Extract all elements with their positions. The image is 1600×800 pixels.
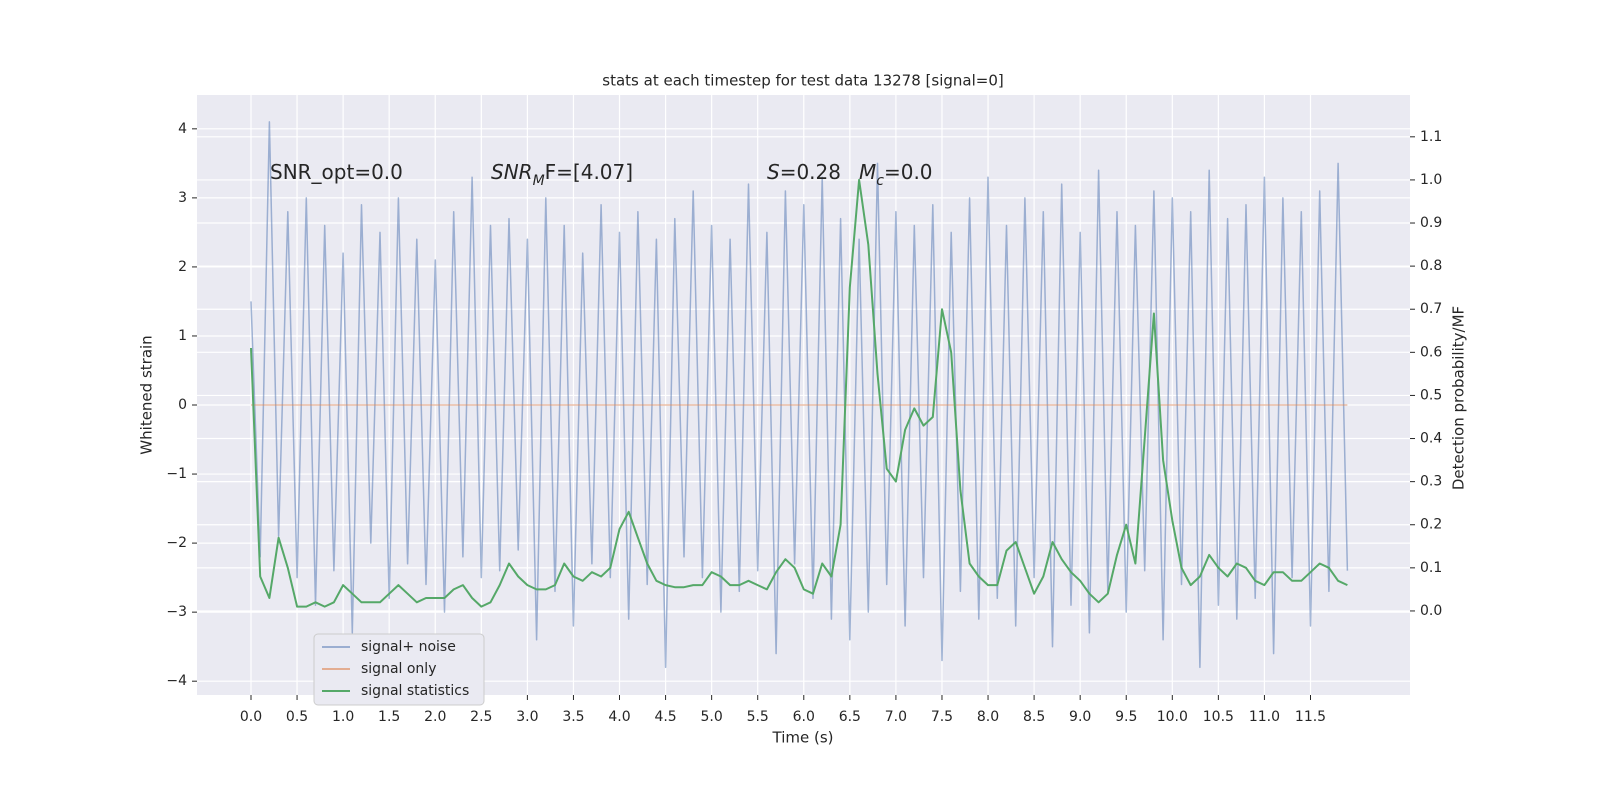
marks [250,121,1349,669]
annotation-part: SNR [491,160,533,184]
annotation-part: F=[4.07] [545,160,633,184]
annotation-part: M [859,160,876,184]
chart-title: stats at each timestep for test data 132… [602,72,1003,90]
x-tick-label: 1.5 [378,709,400,725]
annotation-part: S [767,160,780,184]
x-tick-label: 3.5 [562,709,584,725]
legend-label: signal only [361,661,436,677]
series-line [250,121,1349,669]
annotation: Mc=0.0 [859,160,933,190]
x-tick-label: 6.5 [839,709,861,725]
y2-tick-label: 0.4 [1420,431,1442,447]
x-tick-label: 11.5 [1295,709,1326,725]
y2-tick-label: 0.3 [1420,474,1442,490]
x-tick-label: 2.5 [470,709,492,725]
labels: 0.0 0.5 1.0 1.5 2.0 2.5 3.0 3.5 4.0 4.5 5.0 5.5 6.0 6… [166,121,1442,725]
annotation-part: SNR_opt=0.0 [270,160,403,184]
x-tick-label: 8.0 [977,709,999,725]
y-axis-label: Whitened strain [138,335,156,454]
x-tick-label: 10.5 [1203,709,1234,725]
annotation-part: c [876,173,884,189]
y2-tick-label: 1.1 [1420,129,1442,145]
x-tick-label: 1.0 [332,709,354,725]
annotation-part: =0.0 [884,160,933,184]
y2-tick-label: 0.1 [1420,560,1442,576]
x-tick-label: 7.5 [931,709,953,725]
annotation-part: M [533,173,545,189]
x-tick-label: 5.0 [701,709,723,725]
y-tick-label: −3 [166,604,187,620]
annotation-part: =0.28 [780,160,841,184]
legend-label: signal+ noise [361,639,456,655]
x-tick-label: 0.5 [286,709,308,725]
y2-tick-label: 0.8 [1420,258,1442,274]
x-tick-label: 11.0 [1249,709,1280,725]
x-tick-label: 8.5 [1023,709,1045,725]
y-tick-label: 3 [178,190,187,206]
x-tick-label: 10.0 [1157,709,1188,725]
legend-box [313,633,485,706]
y2-tick-label: 0.7 [1420,301,1442,317]
x-tick-label: 6.0 [793,709,815,725]
annotation: SNRMF=[4.07] [491,160,633,190]
x-tick-label: 9.0 [1069,709,1091,725]
y2-tick-label: 0.5 [1420,387,1442,403]
x-tick-label: 2.0 [424,709,446,725]
y2-tick-label: 0.2 [1420,517,1442,533]
x-tick-label: 9.5 [1115,709,1137,725]
y2-tick-label: 0.6 [1420,344,1442,360]
annotation: SNR_opt=0.0 [270,160,403,184]
annotation: S=0.28 [767,160,841,184]
x-tick-label: 4.0 [608,709,630,725]
y2-tick-label: 0.9 [1420,215,1442,231]
series-line [250,178,1348,608]
y2-axis-label: Detection probability/MF [1450,306,1468,490]
x-tick-label: 4.5 [654,709,676,725]
y2-tick-label: 0.0 [1420,603,1442,619]
y2-tick-label: 1.0 [1420,172,1442,188]
y-tick-label: −4 [166,673,187,689]
y-tick-label: 0 [178,397,187,413]
legend-label: signal statistics [361,683,469,699]
y-tick-label: −1 [166,466,187,482]
y-tick-label: −2 [166,535,187,551]
y-tick-label: 2 [178,259,187,275]
x-tick-label: 5.5 [747,709,769,725]
y-tick-label: 1 [178,328,187,344]
x-tick-label: 7.0 [885,709,907,725]
x-tick-label: 0.0 [240,709,262,725]
y-tick-label: 4 [178,121,187,137]
x-axis-label: Time (s) [772,729,834,747]
x-tick-label: 3.0 [516,709,538,725]
